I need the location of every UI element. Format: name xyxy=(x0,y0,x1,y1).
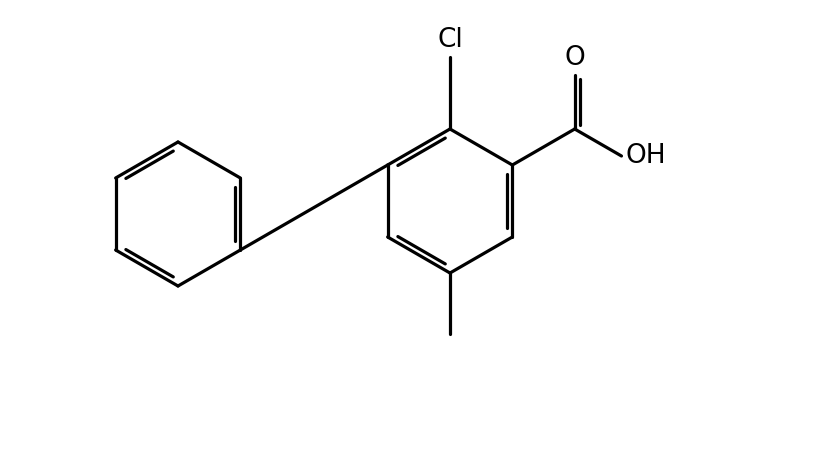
Text: O: O xyxy=(565,45,585,71)
Text: OH: OH xyxy=(626,143,666,169)
Text: Cl: Cl xyxy=(437,27,463,53)
